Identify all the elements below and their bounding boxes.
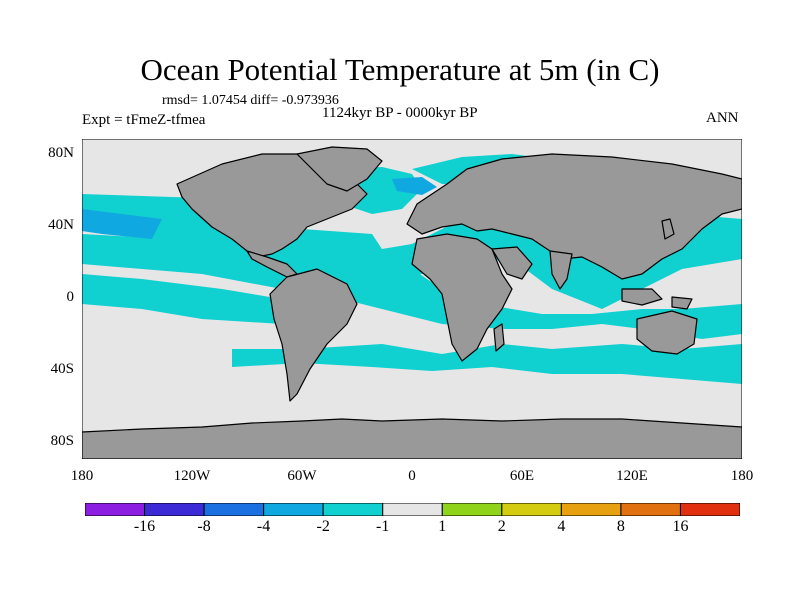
lon-tick-60w: 60W (287, 468, 317, 484)
colorbar-box-0 (85, 503, 146, 516)
lat-tick-40s: 40S (50, 361, 74, 377)
land-masses (82, 146, 742, 459)
arabia (491, 246, 533, 280)
colorbar-label: 16 (672, 518, 689, 535)
colorbar-box-3 (263, 503, 324, 516)
rmsd-diff-stats: rmsd= 1.07454 diff= -0.973936 (162, 93, 339, 108)
colorbar-label: -2 (316, 518, 330, 535)
colorbar-box-6 (441, 503, 503, 516)
lat-tick-0: 0 (66, 289, 75, 305)
new-guinea (671, 296, 693, 310)
south-america (269, 268, 358, 402)
lat-tick-40n: 40N (48, 217, 74, 233)
colorbar-box-9 (620, 503, 681, 516)
india (549, 250, 573, 290)
colorbar-box-8 (560, 503, 622, 516)
lon-tick-120w: 120W (173, 468, 211, 484)
world-map (82, 139, 742, 459)
colorbar-box-10 (679, 503, 740, 516)
lon-tick-60e: 60E (509, 468, 535, 484)
greenland (296, 146, 383, 192)
lat-tick-80n: 80N (48, 145, 74, 161)
africa (411, 233, 513, 362)
colorbar-label: -1 (376, 518, 390, 535)
colorbar-box-1 (144, 503, 205, 516)
australia (636, 310, 698, 355)
colorbar-box-5 (382, 503, 443, 516)
colorbar-label: -8 (197, 518, 211, 535)
colorbar-label: -4 (256, 518, 271, 535)
experiment-label: Expt = tFmeZ-tfmea (82, 112, 206, 128)
lon-tick-120e: 120E (616, 468, 648, 484)
antarctica (82, 418, 742, 459)
colorbar-label: 8 (616, 518, 625, 535)
colorbar-label: 2 (497, 518, 506, 535)
colorbar-box-4 (322, 503, 384, 516)
madagascar (493, 323, 505, 352)
colorbar-label: -16 (133, 518, 156, 535)
eurasia (406, 153, 742, 280)
lon-tick-180e: 180 (730, 468, 754, 484)
indonesia (621, 288, 663, 306)
colorbar-label: 1 (438, 518, 447, 535)
period-label: 1124kyr BP - 0000kyr BP (322, 105, 478, 121)
lon-tick-0: 0 (408, 468, 416, 484)
season-label: ANN (706, 110, 739, 126)
japan (661, 218, 675, 240)
map-title: Ocean Potential Temperature at 5m (in C) (140, 52, 660, 87)
lat-tick-80s: 80S (50, 433, 74, 449)
lon-tick-180w: 180 (70, 468, 94, 484)
colorbar-box-7 (501, 503, 562, 516)
colorbar-label: 4 (557, 518, 566, 535)
colorbar-box-2 (203, 503, 265, 516)
colorbar (85, 503, 740, 516)
